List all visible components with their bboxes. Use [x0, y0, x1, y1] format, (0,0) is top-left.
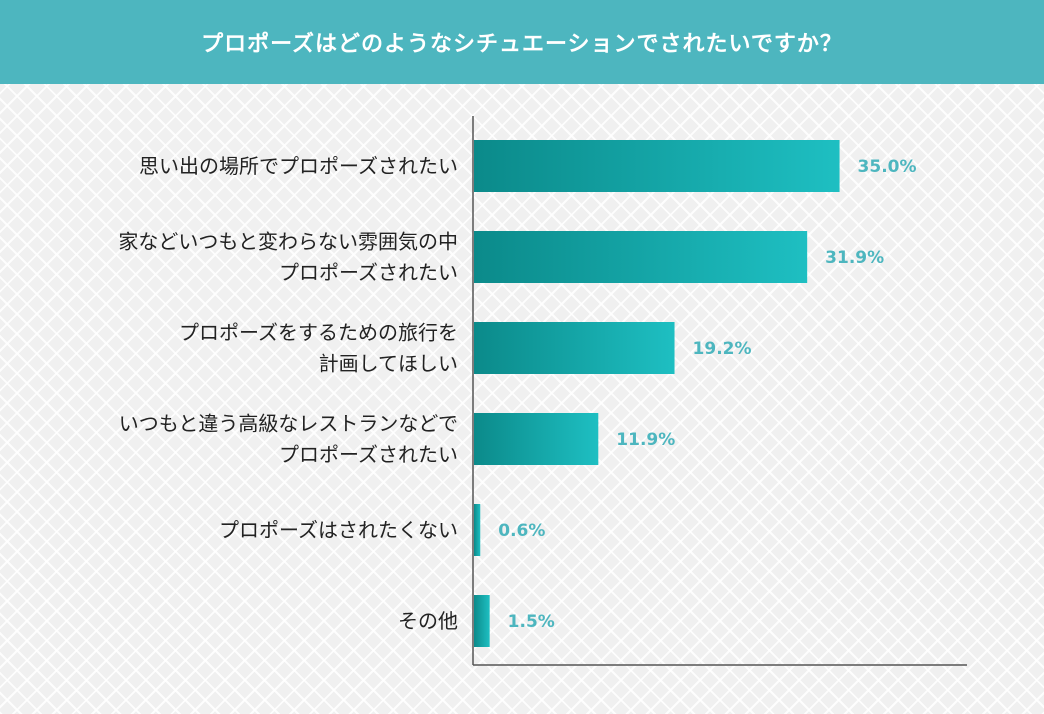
bar-2: [474, 322, 675, 374]
value-label-4: 0.6%: [498, 521, 545, 541]
category-label-line: プロポーズされたい: [279, 261, 458, 285]
category-label-0: 思い出の場所でプロポーズされたい: [139, 154, 458, 178]
bar-1: [474, 231, 808, 283]
value-label-3: 11.9%: [616, 430, 675, 450]
category-label-line: いつもと違う高級なレストランなどで: [119, 412, 458, 436]
value-label-5: 1.5%: [508, 612, 555, 632]
category-label-line: プロポーズされたい: [279, 443, 458, 467]
category-label-line: プロポーズをするための旅行を: [179, 321, 458, 345]
bar-chart: 思い出の場所でプロポーズされたい家などいつもと変わらない雰囲気の中プロポーズされ…: [118, 116, 967, 666]
category-label-line: プロポーズはされたくない: [219, 518, 458, 542]
category-label-3: いつもと違う高級なレストランなどでプロポーズされたい: [119, 412, 458, 467]
category-label-1: 家などいつもと変わらない雰囲気の中プロポーズされたい: [118, 230, 458, 285]
category-label-5: その他: [398, 609, 458, 633]
value-label-2: 19.2%: [693, 339, 752, 359]
chart-title: プロポーズはどのようなシチュエーションでされたいですか？: [201, 32, 843, 57]
category-labels-layer: 思い出の場所でプロポーズされたい家などいつもと変わらない雰囲気の中プロポーズされ…: [118, 154, 458, 633]
category-label-line: その他: [398, 609, 458, 633]
category-label-line: 思い出の場所でプロポーズされたい: [139, 154, 458, 178]
value-label-1: 31.9%: [825, 248, 884, 268]
bar-3: [474, 413, 599, 465]
bar-0: [474, 140, 840, 192]
category-label-line: 家などいつもと変わらない雰囲気の中: [118, 230, 458, 254]
category-label-line: 計画してほしい: [319, 352, 458, 376]
chart-header: プロポーズはどのようなシチュエーションでされたいですか？: [0, 0, 1044, 84]
bar-5: [474, 595, 490, 647]
value-label-0: 35.0%: [858, 157, 917, 177]
bars-layer: [474, 140, 840, 647]
category-label-4: プロポーズはされたくない: [219, 518, 458, 542]
category-label-2: プロポーズをするための旅行を計画してほしい: [179, 321, 458, 376]
value-labels-layer: 35.0% 31.9% 19.2% 11.9% 0.6% 1.5%: [498, 157, 916, 632]
bar-4: [474, 504, 481, 556]
